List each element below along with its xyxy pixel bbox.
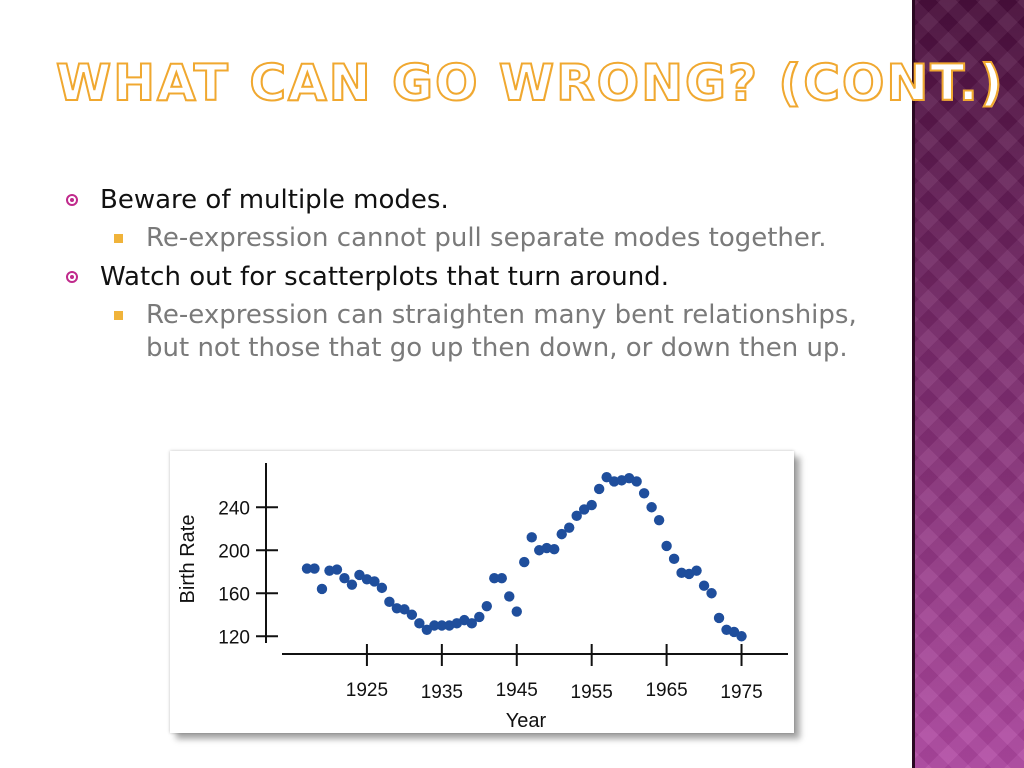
y-tick-label: 200 (218, 541, 250, 562)
data-point (698, 580, 710, 591)
data-point (346, 579, 358, 590)
data-point (519, 556, 530, 568)
data-point (369, 576, 380, 587)
data-point (436, 620, 448, 631)
bullet-text: Beware of multiple modes. (100, 185, 449, 215)
sub-bullet-text: Re-expression cannot pull separate modes… (146, 223, 827, 253)
data-point (384, 596, 395, 608)
circle-bullet-icon (66, 194, 78, 206)
data-point (593, 483, 605, 495)
sub-bullet-item: Re-expression cannot pull separate modes… (108, 222, 882, 255)
sub-bullet-item: Re-expression can straighten many bent r… (108, 299, 882, 365)
y-axis-title: Birth Rate (177, 515, 199, 604)
data-point (466, 618, 478, 629)
sub-bullet-text: Re-expression can straighten many bent r… (146, 300, 857, 363)
bullet-list: Beware of multiple modes. Re-expression … (62, 184, 882, 371)
y-axis-ticks: 120 160 200 240 (218, 498, 278, 648)
data-point (556, 528, 567, 540)
data-point (504, 591, 515, 602)
data-point (511, 606, 522, 617)
data-point (489, 573, 500, 584)
data-point (706, 588, 717, 599)
data-point (653, 514, 665, 526)
square-bullet-icon (114, 234, 123, 243)
data-point (526, 532, 537, 543)
data-point (406, 609, 418, 620)
data-point (586, 499, 597, 511)
data-point (309, 563, 320, 574)
y-tick-label: 240 (218, 498, 250, 519)
birth-rate-chart: 120 160 200 240 1925 1935 1945 1955 1965 1975 Bi… (170, 451, 794, 733)
data-point (496, 573, 507, 584)
chart-canvas: 120 160 200 240 1925 1935 1945 1955 1965 1975 Bi… (177, 463, 788, 732)
x-axis-ticks: 1925 1935 1945 1955 1965 1975 (346, 644, 763, 703)
x-tick-label: 1965 (645, 680, 687, 701)
x-tick-label: 1925 (346, 680, 388, 701)
data-point (631, 476, 642, 487)
square-bullet-icon (114, 311, 123, 320)
slide-title: WHAT CAN GO WRONG? (CONT.) (55, 53, 1005, 113)
data-point (301, 563, 313, 574)
data-point (661, 540, 672, 552)
y-tick-label: 160 (218, 584, 250, 605)
bullet-item: Watch out for scatterplots that turn aro… (62, 261, 882, 293)
data-point (474, 611, 485, 623)
side-band-edge (912, 0, 915, 768)
decorative-side-band (912, 0, 1024, 768)
data-point (564, 522, 575, 533)
data-point (571, 510, 582, 522)
data-point (399, 604, 410, 615)
data-point (339, 573, 350, 584)
data-point (429, 620, 440, 631)
circle-bullet-icon (66, 271, 78, 283)
data-point (638, 488, 650, 499)
data-points (301, 471, 747, 642)
data-point (481, 600, 492, 612)
x-tick-label: 1935 (421, 682, 463, 703)
y-tick-label: 120 (218, 627, 250, 648)
x-axis-title: Year (506, 710, 547, 732)
data-point (331, 564, 343, 575)
data-point (668, 553, 680, 565)
x-tick-label: 1955 (571, 682, 613, 703)
x-tick-label: 1975 (720, 682, 762, 703)
bullet-text: Watch out for scatterplots that turn aro… (100, 262, 669, 292)
data-point (713, 612, 725, 624)
data-point (691, 565, 702, 576)
data-point (376, 582, 388, 594)
data-point (549, 543, 560, 555)
data-point (646, 502, 657, 513)
bullet-item: Beware of multiple modes. (62, 184, 882, 216)
data-point (736, 631, 747, 642)
data-point (414, 618, 425, 629)
data-point (316, 583, 328, 595)
x-tick-label: 1945 (496, 680, 538, 701)
